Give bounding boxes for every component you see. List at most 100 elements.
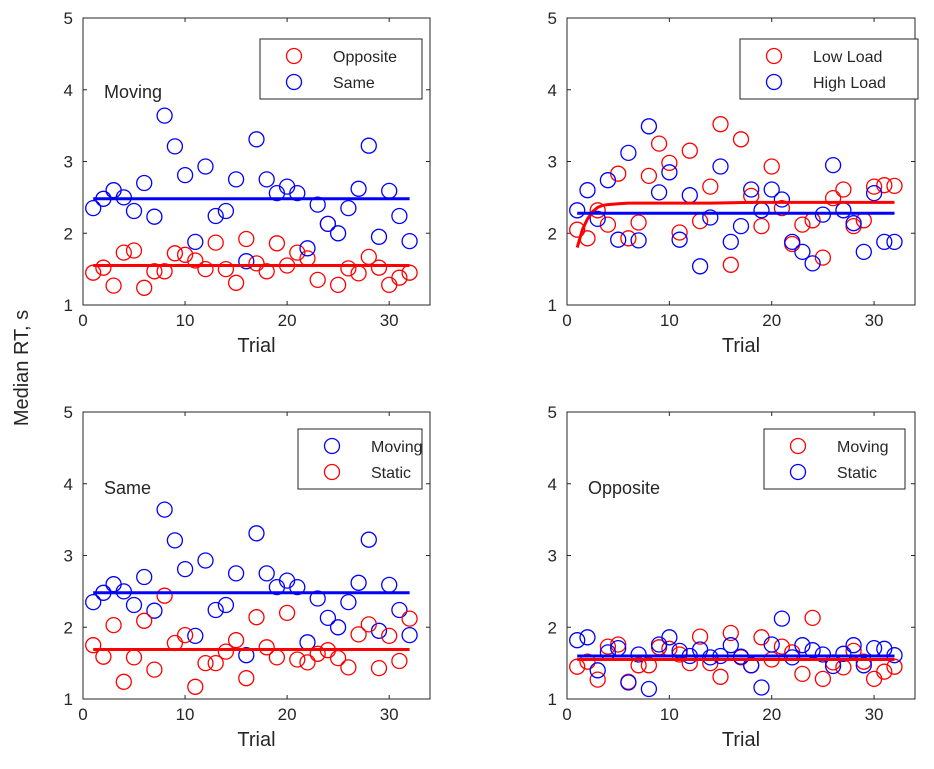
y-tick-label: 3: [64, 547, 73, 566]
data-point: [360, 137, 377, 154]
data-point: [146, 661, 163, 678]
y-tick-label: 2: [548, 618, 557, 637]
x-tick-label: 20: [762, 705, 781, 724]
data-point: [702, 209, 719, 226]
data-point: [207, 234, 224, 251]
data-point: [197, 260, 214, 278]
data-point: [865, 184, 883, 202]
x-tick-label: 0: [78, 705, 87, 724]
x-axis-label: Trial: [722, 335, 760, 357]
data-point: [640, 118, 658, 135]
data-point: [661, 164, 678, 181]
data-point: [773, 610, 791, 627]
data-point: [85, 637, 102, 654]
data-point: [712, 158, 729, 175]
data-point: [886, 233, 903, 251]
data-point: [227, 274, 245, 291]
data-point: [176, 246, 194, 263]
data-point: [258, 263, 275, 280]
data-point: [773, 191, 791, 208]
data-point: [238, 647, 255, 664]
x-tick-label: 0: [562, 311, 571, 330]
x-tick-label: 10: [660, 311, 679, 330]
data-point: [95, 648, 112, 665]
x-tick-label: 20: [762, 311, 781, 330]
data-point: [187, 233, 204, 251]
data-point: [763, 181, 780, 198]
data-point: [146, 208, 163, 225]
data-point: [319, 609, 337, 627]
data-point: [381, 276, 398, 294]
data-point: [289, 184, 306, 202]
data-point: [370, 259, 388, 276]
legend-label: Static: [371, 465, 411, 482]
data-point: [855, 657, 872, 674]
data-point: [156, 501, 173, 518]
data-point: [681, 142, 698, 159]
y-tick-label: 2: [548, 224, 557, 243]
data-point: [85, 199, 102, 217]
chart-panel-top-right: 0 10 20 30 1 2 3 4 5 Trial Low Load High Load: [548, 9, 919, 357]
chart-panel-top-left: 0 10 20 30 1 2 3 4 5 Trial Moving Opposite Same: [64, 9, 431, 357]
data-point: [115, 673, 132, 690]
data-point: [599, 216, 617, 233]
data-point: [125, 596, 143, 614]
data-point: [630, 232, 647, 249]
data-point: [350, 626, 367, 643]
data-point: [187, 252, 204, 269]
data-point: [794, 216, 811, 233]
data-point: [620, 230, 637, 247]
data-point: [804, 642, 821, 659]
data-point: [773, 638, 791, 655]
panel-annotation: Moving: [104, 82, 162, 102]
data-point: [289, 578, 306, 596]
data-point: [217, 202, 235, 220]
data-point: [722, 233, 739, 251]
y-tick-label: 5: [64, 403, 73, 422]
data-point: [329, 276, 347, 294]
data-point: [125, 649, 143, 666]
data-point: [743, 181, 760, 198]
data-point: [166, 138, 184, 155]
data-point: [146, 602, 163, 619]
data-point: [814, 249, 832, 266]
data-point: [661, 629, 678, 646]
data-point: [753, 202, 770, 219]
shared-y-axis-label: Median RT, s: [11, 310, 33, 426]
data-point: [309, 590, 326, 607]
data-point: [610, 231, 627, 248]
data-point: [589, 671, 606, 688]
data-point: [176, 560, 194, 578]
data-point: [146, 263, 163, 280]
x-tick-label: 20: [278, 705, 297, 724]
legend-label: Same: [333, 75, 375, 92]
x-axis-label: Trial: [237, 335, 275, 357]
chart-panel-bottom-right: 0 10 20 30 1 2 3 4 5 Trial Opposite Moving Static: [548, 403, 916, 751]
data-point: [722, 256, 739, 273]
data-point: [814, 670, 832, 688]
data-point: [589, 662, 606, 679]
data-point: [238, 253, 255, 270]
data-point: [401, 232, 418, 250]
series-moving: [85, 501, 418, 664]
data-point: [166, 532, 184, 549]
data-point: [835, 181, 852, 198]
data-point: [207, 654, 224, 672]
y-tick-label: 1: [64, 690, 73, 709]
data-point: [753, 679, 770, 696]
data-point: [732, 131, 750, 148]
data-point: [350, 180, 367, 197]
data-point: [630, 214, 647, 231]
data-point: [732, 217, 750, 235]
data-point: [661, 154, 678, 172]
data-point: [238, 230, 255, 248]
data-point: [105, 616, 122, 634]
y-tick-label: 2: [64, 618, 73, 637]
y-tick-label: 4: [64, 81, 73, 100]
data-point: [319, 215, 337, 233]
data-point: [640, 167, 658, 185]
x-tick-label: 30: [865, 705, 884, 724]
legend-marker: [765, 47, 783, 65]
data-point: [794, 665, 811, 683]
data-point: [876, 177, 893, 194]
